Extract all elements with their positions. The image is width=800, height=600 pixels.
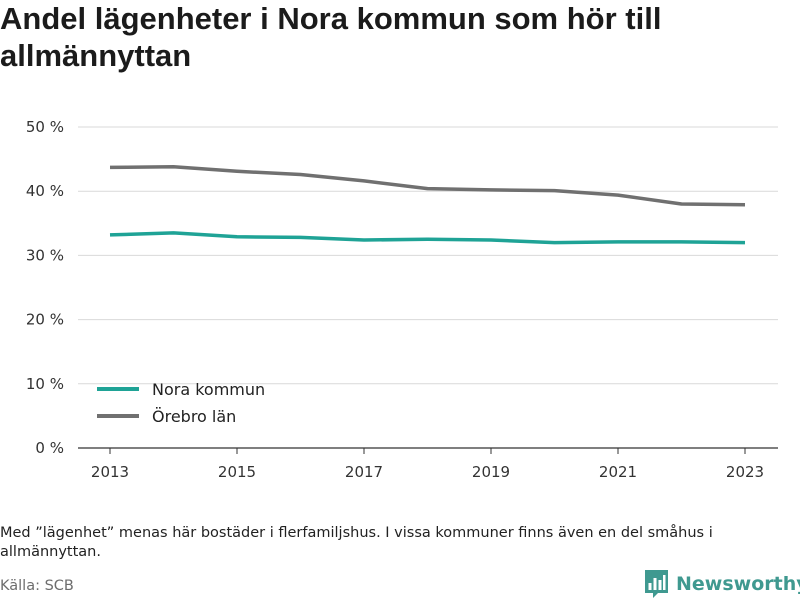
x-tick-label: 2017: [345, 463, 383, 481]
x-axis-tick-labels: 2013 2015 2017 2019 2021 2023: [91, 463, 764, 481]
x-axis: [78, 447, 778, 454]
y-tick-label: 20 %: [26, 311, 64, 329]
x-tick-label: 2021: [599, 463, 637, 481]
grid-lines: [78, 126, 778, 385]
line-chart: 0 % 10 % 20 % 30 % 40 % 50 % 2013 2015 2017 2019…: [26, 118, 778, 481]
brand: Newsworthy: [644, 568, 800, 600]
chart-note: Med ”lägenhet” menas här bostäder i fler…: [0, 525, 713, 560]
x-tick-label: 2013: [91, 463, 129, 481]
source-label: Källa: SCB: [0, 578, 74, 594]
legend-label: Örebro län: [152, 407, 236, 426]
newsworthy-logo-icon: [645, 570, 668, 598]
x-tick-label: 2023: [726, 463, 764, 481]
y-tick-label: 0 %: [35, 439, 64, 457]
y-tick-label: 50 %: [26, 118, 64, 136]
brand-name: Newsworthy: [676, 573, 800, 595]
legend: Nora kommun Örebro län: [97, 380, 265, 426]
series-line-örebro-län: [109, 165, 746, 207]
x-tick-label: 2019: [472, 463, 510, 481]
y-tick-label: 40 %: [26, 182, 64, 200]
legend-label: Nora kommun: [152, 380, 265, 399]
x-tick-label: 2015: [218, 463, 256, 481]
series-line-nora-kommun: [109, 231, 746, 245]
series-lines: [109, 165, 746, 245]
y-tick-label: 10 %: [26, 375, 64, 393]
y-tick-label: 30 %: [26, 246, 64, 264]
chart-title: Andel lägenheter i Nora kommun som hör t…: [0, 1, 662, 73]
y-axis-tick-labels: 0 % 10 % 20 % 30 % 40 % 50 %: [26, 118, 64, 457]
